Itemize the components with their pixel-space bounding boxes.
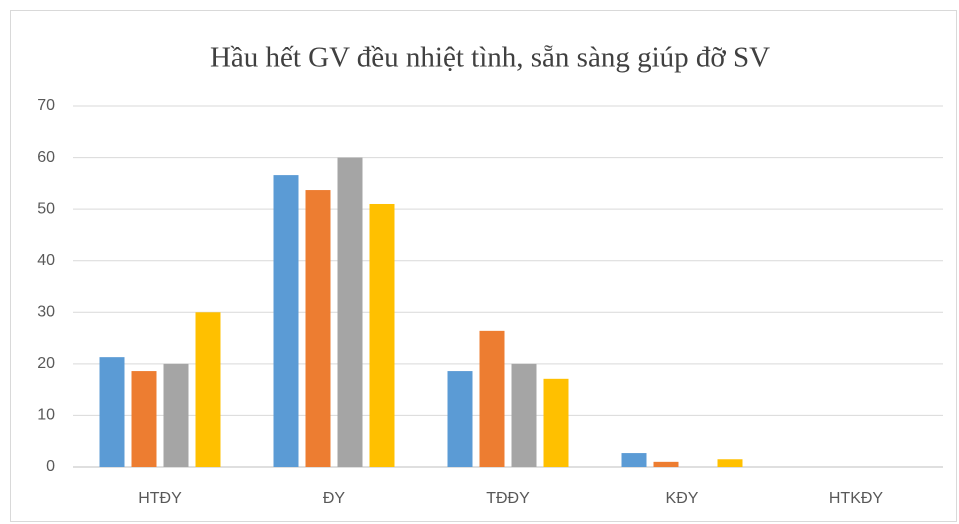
bar: [653, 461, 679, 467]
bar: [511, 363, 537, 467]
bar: [369, 203, 395, 467]
bar: [717, 459, 743, 467]
x-tick-label: HTĐY: [138, 490, 182, 507]
y-tick-label: 10: [37, 407, 55, 424]
y-tick-label: 0: [46, 458, 55, 475]
y-tick-label: 60: [37, 149, 55, 166]
bar: [195, 312, 221, 467]
bar: [337, 157, 363, 468]
x-tick-label: TĐĐY: [486, 490, 530, 507]
bar: [305, 190, 331, 467]
bar: [479, 330, 505, 467]
y-tick-label: 70: [37, 97, 55, 114]
y-tick-label: 40: [37, 252, 55, 269]
bar: [163, 363, 189, 467]
bar: [99, 357, 125, 467]
y-tick-label: 20: [37, 355, 55, 372]
bar: [131, 371, 157, 467]
x-tick-label: ĐY: [323, 490, 346, 507]
chart-title: Hầu hết GV đều nhiệt tình, sẵn sàng giúp…: [210, 42, 770, 74]
bar: [273, 175, 299, 467]
x-tick-label: KĐY: [666, 490, 699, 507]
bar: [447, 371, 473, 467]
y-tick-label: 50: [37, 200, 55, 217]
x-tick-label: HTKĐY: [829, 490, 884, 507]
bar: [621, 453, 647, 467]
bar: [543, 378, 569, 467]
y-tick-label: 30: [37, 304, 55, 321]
